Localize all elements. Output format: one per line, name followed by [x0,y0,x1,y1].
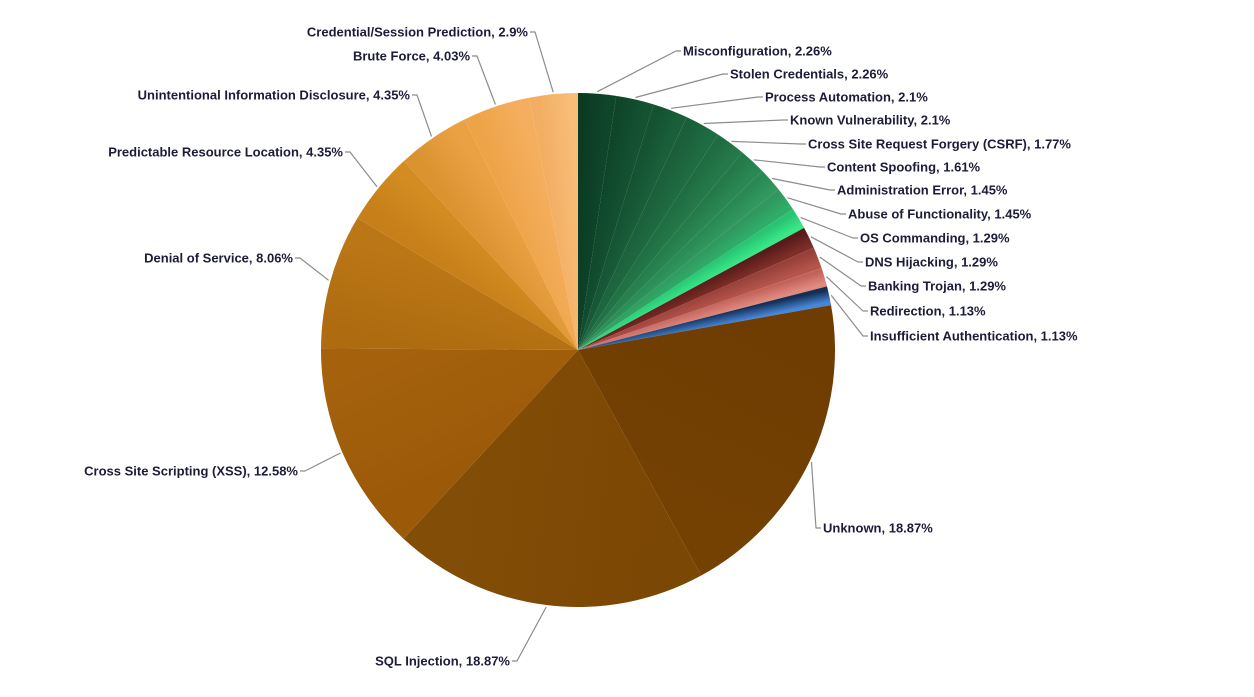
slice-label-dns-hijacking: DNS Hijacking, 1.29% [865,255,998,270]
leader-line-dns-hijacking [810,236,863,263]
slice-label-os-commanding: OS Commanding, 1.29% [860,231,1010,246]
slice-label-misconfiguration: Misconfiguration, 2.26% [683,44,832,59]
pie-slice-unknown [578,305,836,576]
pie-slice-brute-force [464,97,578,350]
slice-label-cross-site-request-forgery-csrf: Cross Site Request Forgery (CSRF), 1.77% [808,137,1071,152]
slice-label-unknown: Unknown, 18.87% [823,521,933,536]
leader-line-misconfiguration [597,50,681,93]
slice-label-redirection: Redirection, 1.13% [870,304,986,319]
pie-slice-misconfiguration [578,93,617,350]
slice-label-insufficient-authentication: Insufficient Authentication, 1.13% [870,329,1078,344]
slice-label-denial-of-service: Denial of Service, 8.06% [144,251,293,266]
pie-slice-banking-trojan [578,247,822,350]
leader-lines-group [295,31,868,662]
leader-line-insufficient-authentication [830,294,868,337]
leader-line-os-commanding [800,216,858,239]
pie-slice-unintentional-information-disclosure [403,119,578,350]
leader-line-cross-site-request-forgery-csrf [731,140,806,145]
leader-line-credential-session-prediction [530,31,554,93]
slice-label-administration-error: Administration Error, 1.45% [837,183,1008,198]
leader-line-administration-error [771,177,835,191]
pie-slice-stolen-credentials [578,95,654,350]
pie-slice-dns-hijacking [578,227,814,350]
pie-slice-sql-injection [403,350,702,608]
leader-line-known-vulnerability [703,119,788,125]
slice-label-content-spoofing: Content Spoofing, 1.61% [827,160,981,175]
slice-label-stolen-credentials: Stolen Credentials, 2.26% [730,67,889,82]
leader-line-unknown [810,462,821,529]
pie-slice-denial-of-service [321,218,578,350]
leader-line-cross-site-scripting-xss [300,452,341,472]
leader-line-brute-force [472,55,496,105]
pie-slice-cross-site-request-forgery-csrf [578,134,743,350]
leader-line-sql-injection [512,606,547,662]
slice-labels-group: Misconfiguration, 2.26% Stolen Credential… [84,25,1078,669]
slice-label-brute-force: Brute Force, 4.03% [353,49,470,64]
pie-slice-os-commanding [578,209,805,350]
leader-line-process-automation [671,96,763,109]
slice-label-predictable-resource-location: Predictable Resource Location, 4.35% [108,145,343,160]
pie-slice-administration-error [578,170,779,350]
pie-slices-group [321,93,836,608]
leader-line-abuse-of-functionality [787,197,846,215]
leader-line-predictable-resource-location [345,151,378,188]
slice-label-process-automation: Process Automation, 2.1% [765,90,928,105]
leader-line-stolen-credentials [635,73,728,99]
leader-line-denial-of-service [295,257,329,281]
slice-label-sql-injection: SQL Injection, 18.87% [375,654,510,669]
slice-label-known-vulnerability: Known Vulnerability, 2.1% [790,113,951,128]
pie-slice-content-spoofing [578,152,763,350]
slice-label-abuse-of-functionality: Abuse of Functionality, 1.45% [848,207,1032,222]
leader-line-banking-trojan [819,256,866,287]
slice-label-unintentional-information-disclosure: Unintentional Information Disclosure, 4.… [138,88,411,103]
pie-slice-cross-site-scripting-xss [321,348,578,539]
pie-slice-abuse-of-functionality [578,189,793,350]
leader-line-redirection [825,276,868,312]
leader-line-unintentional-information-disclosure [412,94,433,137]
pie-slice-credential-session-prediction [529,93,578,350]
pie-slice-redirection [578,268,828,350]
leader-line-content-spoofing [753,159,825,168]
pie-slice-predictable-resource-location [357,161,578,350]
pie-slice-known-vulnerability [578,117,718,350]
pie-slice-insufficient-authentication [578,286,832,350]
slice-label-cross-site-scripting-xss: Cross Site Scripting (XSS), 12.58% [84,464,298,479]
pie-slice-process-automation [578,104,687,351]
slice-label-credential-session-prediction: Credential/Session Prediction, 2.9% [307,25,529,40]
slice-label-banking-trojan: Banking Trojan, 1.29% [868,279,1006,294]
